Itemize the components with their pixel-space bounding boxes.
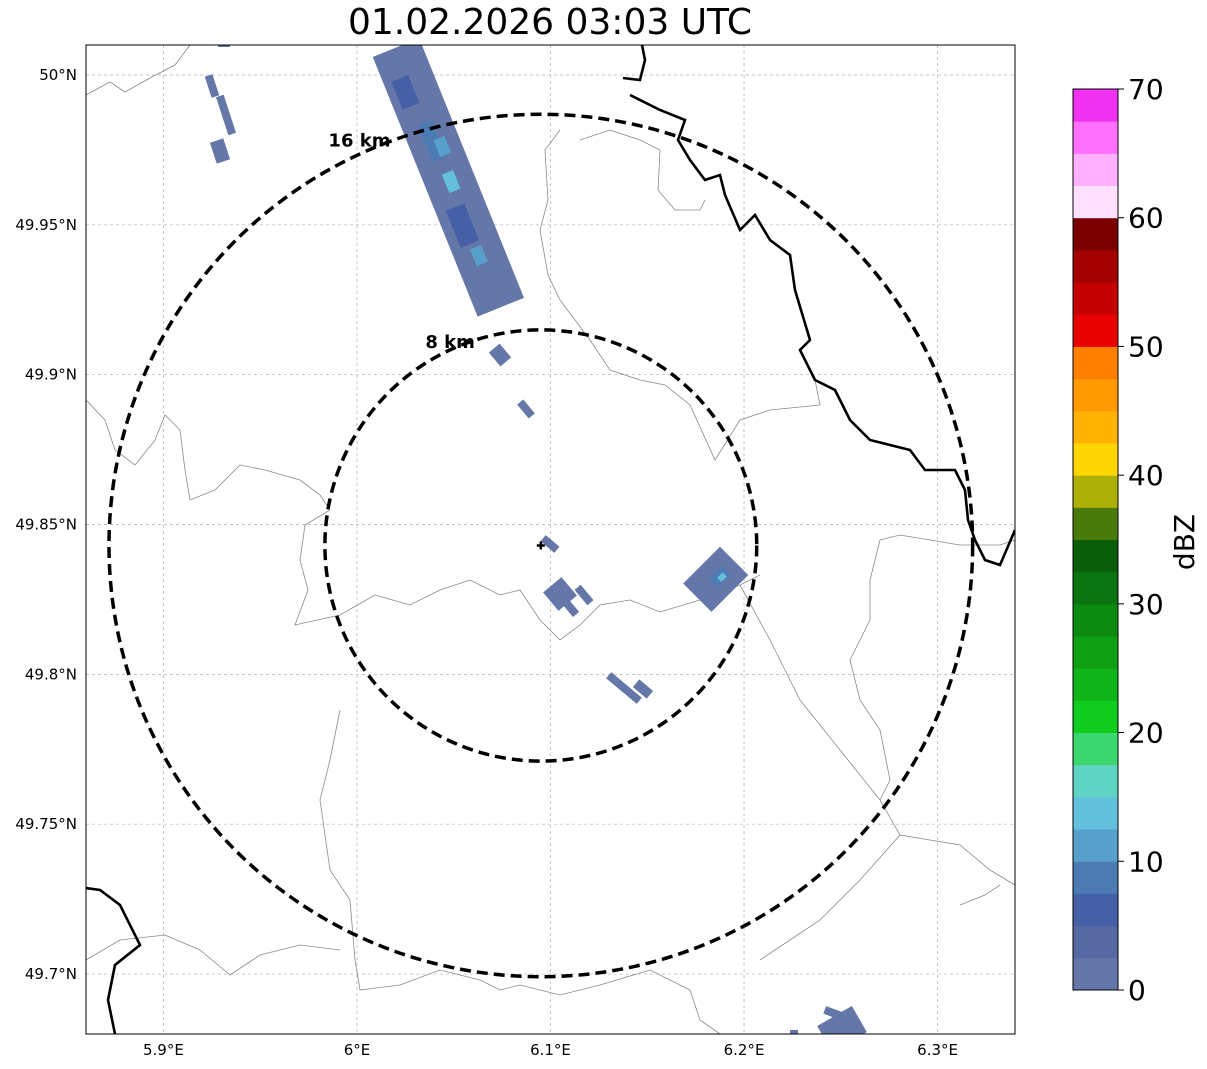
admin-boundary: [294, 509, 761, 641]
lat-tick-label: 49.7°N: [25, 965, 77, 983]
admin-boundary: [959, 884, 1001, 906]
colorbar-bin: [1073, 796, 1118, 830]
colorbar-bins: [1073, 89, 1118, 991]
radar-site-marker: [536, 541, 545, 550]
echo-cell: [517, 399, 535, 419]
reflectivity-echoes: [204, 45, 867, 1034]
plot-frame: [85, 44, 1016, 1035]
colorbar-frame: [1072, 88, 1119, 991]
range-ring-label: 16 km: [328, 130, 390, 151]
colorbar-bin: [1073, 764, 1118, 798]
lat-tick-label: 49.95°N: [15, 216, 77, 234]
echo-cell: [218, 45, 230, 47]
colorbar-bin: [1073, 153, 1118, 187]
lat-tick-label: 49.75°N: [15, 815, 77, 833]
colorbar-tick-label: 20: [1128, 717, 1164, 750]
boundaries: [86, 45, 1015, 1034]
colorbar-bin: [1073, 442, 1118, 476]
axis-tick-labels: 5.9°E 6°E 6.1°E 6.2°E 6.3°E 50°N 49.95°N 49.9°N…: [15, 66, 958, 1059]
colorbar-bin: [1073, 185, 1118, 219]
colorbar-bin: [1073, 732, 1118, 766]
echo-cell: [574, 584, 594, 606]
range-rings: 8 km 16 km: [107, 112, 975, 979]
colorbar-bin: [1073, 571, 1118, 605]
colorbar-tick-label: 10: [1128, 845, 1164, 878]
admin-boundary: [849, 539, 891, 801]
colorbar-unit-label: dBZ: [1168, 514, 1201, 570]
lon-tick-label: 6.3°E: [917, 1041, 958, 1059]
national-border: [86, 886, 142, 1034]
national-border: [622, 45, 647, 82]
admin-boundary: [86, 399, 331, 511]
admin-boundary: [86, 45, 191, 96]
colorbar-bin: [1073, 636, 1118, 669]
colorbar-bin: [1073, 957, 1118, 991]
colorbar-bin: [1073, 861, 1118, 894]
admin-boundary: [539, 129, 821, 461]
colorbar-bin: [1073, 249, 1118, 283]
colorbar-ticks: 0 10 20 30 40 50 60 70: [1118, 73, 1164, 1007]
echo-cell: [216, 94, 236, 136]
colorbar-tick-label: 30: [1128, 588, 1164, 621]
echo-cell: [817, 1006, 867, 1034]
colorbar-bin: [1073, 282, 1118, 315]
echo-cell: [488, 343, 512, 367]
lon-tick-label: 6.1°E: [530, 1041, 571, 1059]
colorbar-bin: [1073, 89, 1118, 122]
echo-cell: [790, 1030, 798, 1034]
lat-tick-label: 49.9°N: [25, 366, 77, 384]
range-ring: [107, 112, 975, 979]
colorbar-bin: [1073, 475, 1118, 508]
colorbar-tick-label: 40: [1128, 459, 1164, 492]
echo-cell: [632, 679, 654, 699]
colorbar-bin: [1073, 314, 1118, 347]
echo-cluster-east: [683, 546, 749, 612]
colorbar-bin: [1073, 217, 1118, 251]
map-title: 01.02.2026 03:03 UTC: [347, 2, 753, 43]
lon-tick-label: 6°E: [344, 1041, 371, 1059]
colorbar-tick-label: 70: [1128, 73, 1164, 106]
lon-tick-label: 5.9°E: [143, 1041, 184, 1059]
colorbar-bin: [1073, 539, 1118, 573]
admin-boundary: [879, 534, 1015, 546]
lon-tick-label: 6.2°E: [724, 1041, 765, 1059]
lat-tick-label: 50°N: [39, 66, 77, 84]
echo-cell: [558, 595, 580, 617]
colorbar-tick-label: 60: [1128, 202, 1164, 235]
colorbar-bin: [1073, 925, 1118, 959]
echo-band-north: [372, 45, 525, 317]
echo-cell: [209, 138, 231, 164]
colorbar: 0 10 20 30 40 50 60 70 dBZ: [1072, 73, 1201, 1007]
colorbar-bin: [1073, 668, 1118, 701]
colorbar-bin: [1073, 700, 1118, 734]
admin-boundary: [759, 834, 901, 961]
colorbar-bin: [1073, 346, 1118, 380]
colorbar-bin: [1073, 410, 1118, 444]
national-border: [629, 93, 1015, 567]
admin-boundary: [86, 934, 341, 976]
range-ring-label: 8 km: [425, 332, 475, 353]
admin-boundary: [579, 129, 706, 211]
echo-cell: [204, 74, 220, 98]
colorbar-tick-label: 0: [1128, 974, 1146, 1007]
colorbar-bin: [1073, 378, 1118, 412]
echo-cell: [540, 535, 560, 553]
colorbar-bin: [1073, 507, 1118, 540]
lat-tick-label: 49.85°N: [15, 516, 77, 534]
admin-boundary: [319, 709, 721, 1034]
colorbar-tick-label: 50: [1128, 330, 1164, 363]
colorbar-bin: [1073, 893, 1118, 927]
colorbar-bin: [1073, 603, 1118, 637]
echo-cell: [606, 672, 642, 704]
colorbar-bin: [1073, 829, 1118, 862]
range-ring: [323, 328, 759, 763]
graticule: [86, 45, 1015, 1034]
colorbar-bin: [1073, 121, 1118, 154]
lat-tick-label: 49.8°N: [25, 665, 77, 683]
